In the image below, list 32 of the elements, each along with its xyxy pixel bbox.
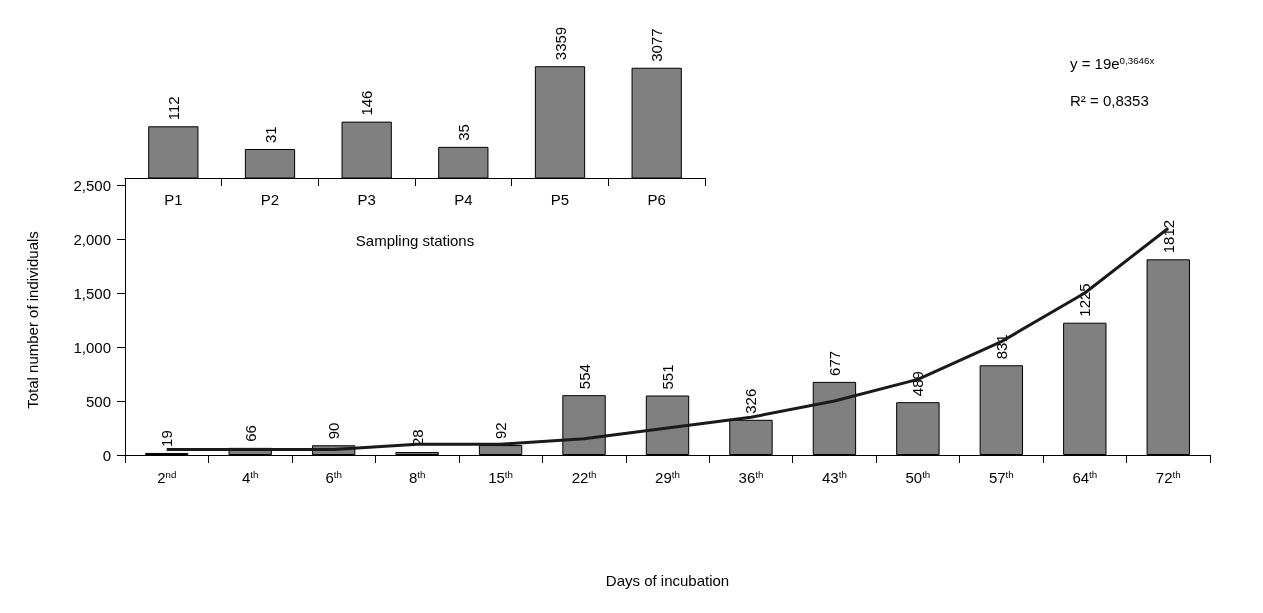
- data-label: 554: [575, 364, 593, 390]
- data-label: 3077: [648, 28, 666, 62]
- data-label: 66: [241, 425, 259, 442]
- y-tick-label: 2,000: [73, 230, 111, 248]
- x-tick-label: P5: [550, 191, 570, 208]
- y-tick-label: 1,500: [73, 284, 111, 302]
- x-axis-title: Days of incubation: [605, 572, 730, 589]
- x-tick-label: P4: [454, 191, 473, 208]
- data-label: 1812: [1159, 219, 1177, 254]
- y-tick-label: 1,000: [73, 338, 111, 356]
- data-label: 551: [659, 364, 676, 390]
- y-tick-label: 2,500: [73, 176, 111, 194]
- data-label: 112: [164, 96, 182, 121]
- data-label: 92: [492, 422, 510, 440]
- data-label: 19: [158, 430, 176, 447]
- data-label: 677: [825, 350, 843, 376]
- data-label: 489: [909, 371, 927, 397]
- x-tick-label: P2: [260, 191, 280, 208]
- text: R² = 0,8353: [1070, 92, 1149, 109]
- x-tick-label: P1: [164, 191, 183, 208]
- data-label: 31: [261, 126, 279, 143]
- y-tick-label: 500: [85, 392, 111, 410]
- data-label: 146: [358, 90, 376, 116]
- x-tick-label: P6: [647, 191, 666, 208]
- x-axis-title: Sampling stations: [355, 232, 475, 249]
- data-label: 35: [454, 124, 472, 141]
- x-tick-label: P3: [357, 191, 376, 208]
- data-label: 326: [742, 388, 760, 414]
- y-tick-label: 0: [102, 446, 111, 464]
- data-label: 90: [325, 422, 343, 440]
- y-axis-title: Total number of individuals: [24, 231, 41, 409]
- data-label: 3359: [551, 26, 569, 61]
